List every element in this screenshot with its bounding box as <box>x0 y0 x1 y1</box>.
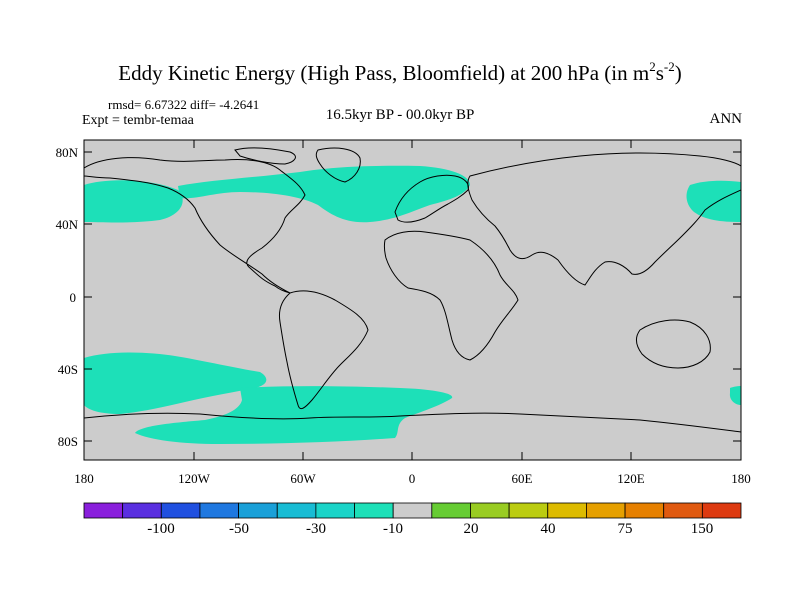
colorbar-box <box>547 502 587 519</box>
colorbar-label: -50 <box>229 521 249 537</box>
colorbar-label: -100 <box>147 521 175 537</box>
colorbar-box <box>701 502 742 519</box>
lon-label-60e: 60E <box>511 471 533 486</box>
anomaly-region-south-indian <box>729 386 741 405</box>
lat-label-40s: 40S <box>57 362 78 377</box>
colorbar-box <box>586 502 626 519</box>
rmsd-diff-stats: rmsd= 6.67322 diff= -4.2641 <box>108 97 260 112</box>
colorbar-box <box>199 502 239 519</box>
lon-label-180w: 180 <box>74 471 94 486</box>
axis-ticks <box>83 140 742 460</box>
lat-label-0: 0 <box>69 290 77 305</box>
plot-title: Eddy Kinetic Energy (High Pass, Bloomfie… <box>118 59 682 85</box>
colorbar-label: 40 <box>540 521 556 537</box>
colorbar-box <box>160 502 201 519</box>
coast-australia <box>635 319 711 369</box>
season-label: ANN <box>709 111 743 127</box>
coast-europe <box>394 174 469 223</box>
lat-label-40n: 40N <box>55 217 78 232</box>
coast-asia <box>467 152 741 286</box>
coastlines <box>84 147 741 433</box>
coast-south-america <box>279 290 369 410</box>
colorbar-box <box>238 502 278 519</box>
world-map <box>84 140 741 460</box>
lon-label-0: 0 <box>408 471 416 486</box>
colorbar-label: 75 <box>617 521 633 537</box>
colorbar-box <box>624 502 665 519</box>
colorbar-label: -10 <box>383 521 403 537</box>
colorbar <box>83 502 742 519</box>
lon-label-60w: 60W <box>290 471 316 486</box>
coast-africa <box>383 230 519 361</box>
colorbar-box <box>354 502 394 519</box>
anomaly-region-southern-ocean-atlantic <box>135 386 453 444</box>
coast-arctic-islands <box>234 147 296 165</box>
coast-antarctica <box>84 412 741 433</box>
colorbar-box <box>470 502 510 519</box>
coast-greenland <box>315 147 361 183</box>
colorbar-box <box>276 502 317 519</box>
colorbar-label: -30 <box>306 521 326 537</box>
colorbar-box <box>508 502 549 519</box>
coast-north-america <box>84 157 306 294</box>
lon-label-120w: 120W <box>178 471 210 486</box>
time-period-label: 16.5kyr BP - 00.0kyr BP <box>325 107 475 123</box>
lat-label-80s: 80S <box>57 434 78 449</box>
colorbar-box <box>83 502 124 519</box>
anomaly-region-west-pacific <box>686 180 741 222</box>
colorbar-box <box>431 502 471 519</box>
experiment-label: Expt = tembr-temaa <box>82 113 194 128</box>
colorbar-box <box>315 502 355 519</box>
lat-label-80n: 80N <box>55 145 78 160</box>
lon-label-120e: 120E <box>617 471 645 486</box>
colorbar-box <box>122 502 162 519</box>
colorbar-label: 20 <box>463 521 479 537</box>
anomaly-region-north-pacific <box>84 180 183 223</box>
anomaly-region-southern-ocean-pacific <box>84 352 267 414</box>
colorbar-label: 150 <box>690 521 714 537</box>
colorbar-box <box>663 502 703 519</box>
lon-label-180e: 180 <box>731 471 751 486</box>
colorbar-box <box>392 502 433 519</box>
